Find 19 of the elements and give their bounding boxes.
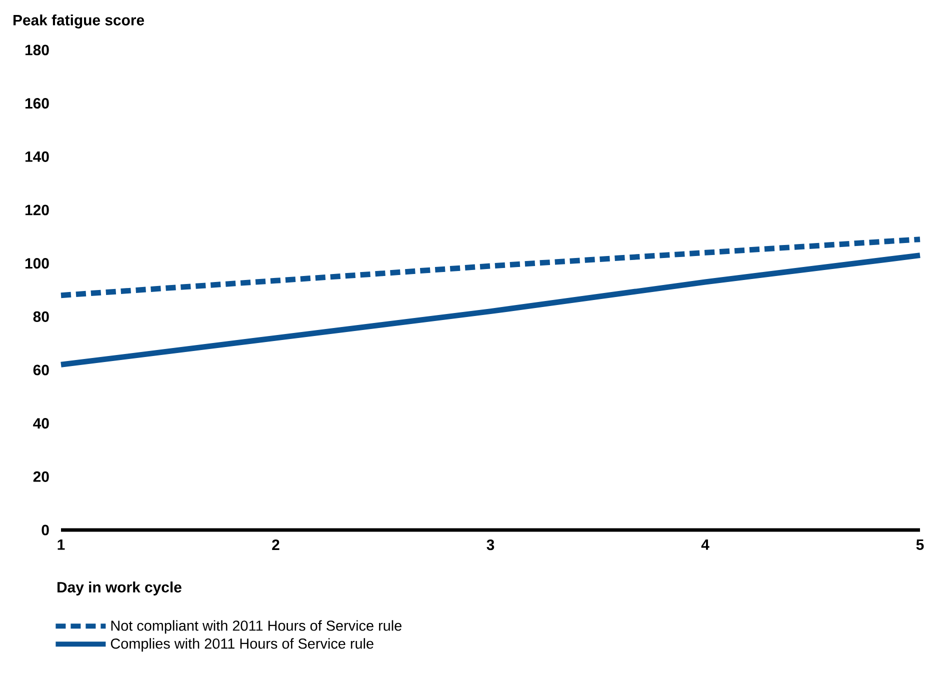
y-tick-label: 0 (42, 524, 49, 536)
y-tick-label: 120 (25, 204, 49, 216)
legend-label: Complies with 2011 Hours of Service rule (110, 638, 374, 652)
x-tick-label: 5 (916, 540, 924, 550)
y-tick-label: 180 (25, 44, 49, 56)
y-tick-label: 40 (33, 418, 49, 429)
x-tick-label: 3 (486, 540, 494, 550)
y-tick-label: 80 (33, 311, 49, 322)
y-tick-label: 140 (25, 151, 49, 162)
y-tick-label: 100 (25, 258, 49, 269)
y-tick-label: 20 (33, 471, 49, 482)
x-axis-title: Day in work cycle (58, 582, 182, 596)
x-tick-label: 1 (58, 540, 65, 550)
x-tick-label: 2 (272, 540, 280, 550)
legend-label: Not compliant with 2011 Hours of Service rule (111, 620, 402, 634)
x-tick-label: 4 (701, 540, 710, 550)
y-axis-title: Peak fatigue score (14, 14, 144, 28)
y-tick-label: 60 (33, 364, 49, 376)
y-tick-label: 160 (25, 98, 49, 109)
